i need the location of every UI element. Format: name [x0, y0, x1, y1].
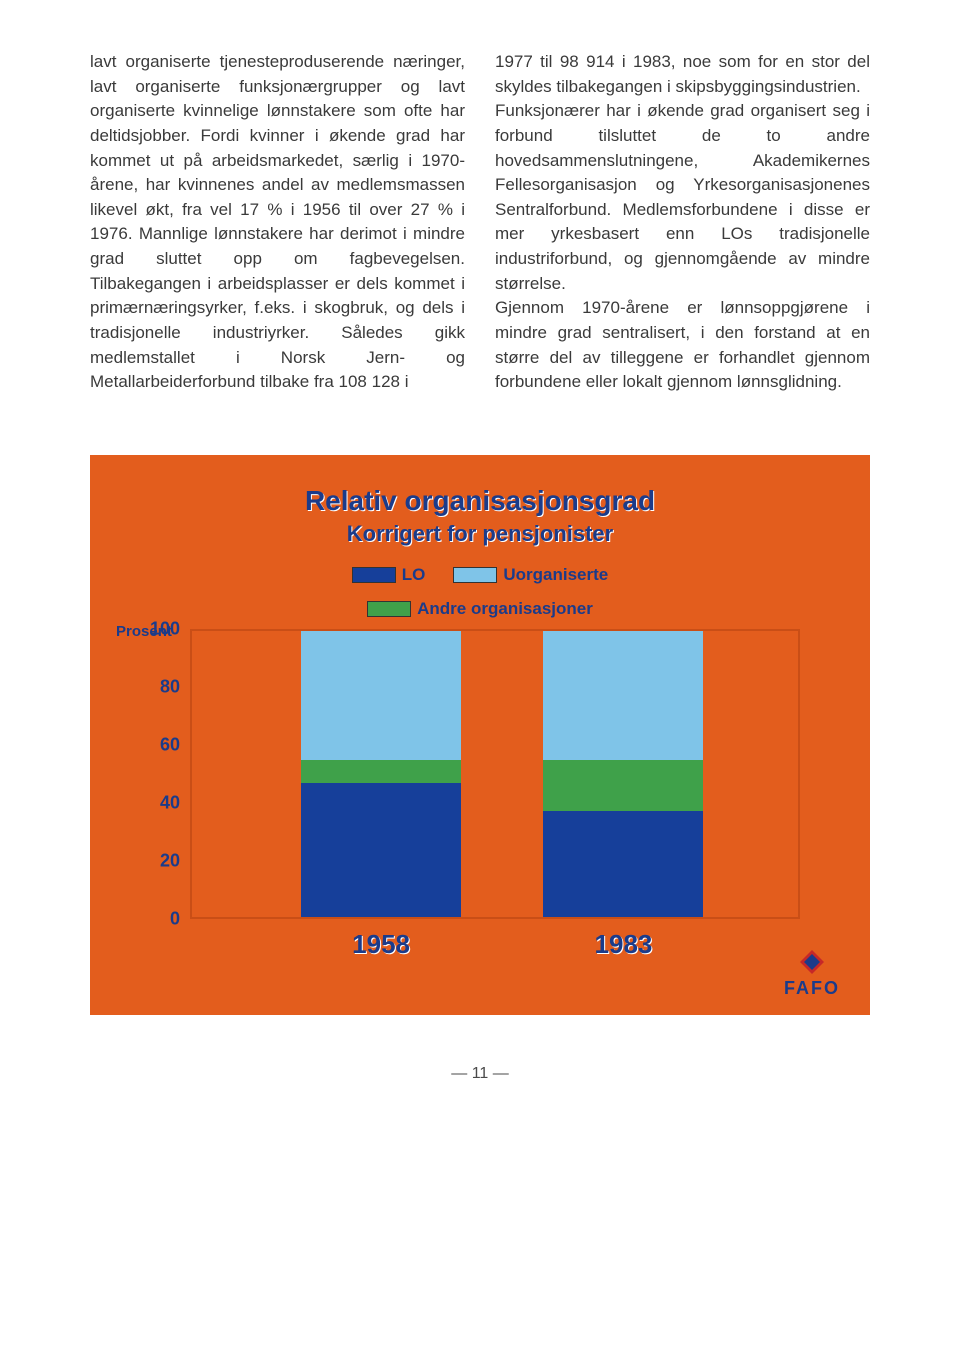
page-number: — 11 — — [90, 1065, 870, 1083]
bar-segment — [543, 811, 703, 917]
legend-label: LO — [402, 565, 426, 585]
x-tick-label: 1958 — [301, 929, 461, 960]
legend-label: Uorganiserte — [503, 565, 608, 585]
column-right: 1977 til 98 914 i 1983, noe som for en s… — [495, 50, 870, 395]
bar-group — [543, 631, 703, 917]
y-tick-label: 60 — [160, 734, 180, 755]
fafo-logo: FAFO — [784, 948, 840, 999]
y-tick-label: 0 — [170, 908, 180, 929]
legend-item: LO — [352, 565, 426, 585]
legend-item: Andre organisasjoner — [367, 599, 593, 619]
plot-area: 19581983 — [190, 629, 800, 919]
legend-swatch — [352, 567, 396, 583]
bar-segment — [301, 631, 461, 760]
bar-segment — [543, 631, 703, 760]
bar-segment — [301, 760, 461, 783]
x-tick-label: 1983 — [543, 929, 703, 960]
legend-label: Andre organisasjoner — [417, 599, 593, 619]
y-tick-label: 100 — [150, 618, 180, 639]
y-tick-label: 20 — [160, 850, 180, 871]
bar-group — [301, 631, 461, 917]
legend-item: Uorganiserte — [453, 565, 608, 585]
bar-segment — [543, 760, 703, 811]
chart-legend: LO Uorganiserte Andre organisasjoner — [220, 565, 740, 619]
y-tick-label: 40 — [160, 792, 180, 813]
chart-title: Relativ organisasjonsgrad — [120, 485, 840, 517]
legend-swatch — [367, 601, 411, 617]
chart-panel: Relativ organisasjonsgrad Korrigert for … — [90, 455, 870, 1015]
column-left: lavt organiserte tjenesteproduserende næ… — [90, 50, 465, 395]
text-columns: lavt organiserte tjenesteproduserende næ… — [90, 50, 870, 395]
fafo-logo-icon — [794, 948, 830, 976]
bar-segment — [301, 783, 461, 917]
fafo-logo-text: FAFO — [784, 978, 840, 999]
plot-wrap: 19581983 020406080100 — [190, 629, 800, 919]
chart-subtitle: Korrigert for pensjonister — [120, 521, 840, 547]
legend-swatch — [453, 567, 497, 583]
y-tick-label: 80 — [160, 676, 180, 697]
